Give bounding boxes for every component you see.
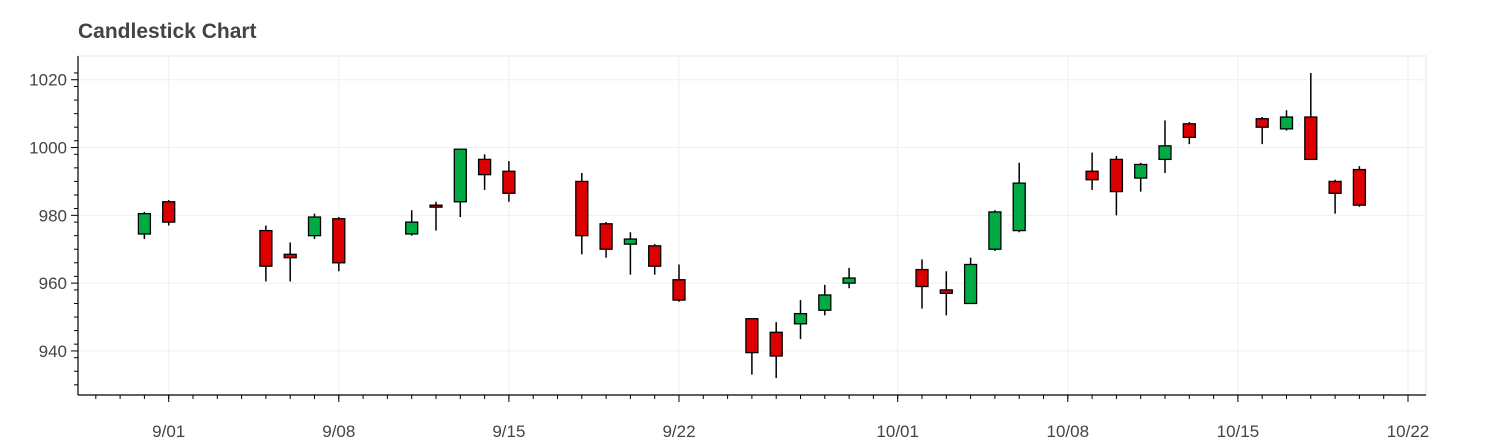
- candle: [1109, 156, 1124, 216]
- candle-body-decreasing: [1255, 118, 1269, 128]
- candle-body-increasing: [405, 221, 419, 235]
- candle-body-increasing: [1012, 182, 1026, 232]
- candle: [745, 318, 759, 375]
- candle-body-decreasing: [648, 245, 662, 267]
- candle-body-decreasing: [769, 331, 783, 357]
- candle: [648, 244, 662, 275]
- candle: [332, 217, 346, 272]
- candle-body-decreasing: [1328, 180, 1342, 194]
- y-tick-label: 1000: [29, 139, 67, 158]
- candle: [818, 284, 832, 316]
- axes: 940 960 980 1000 1020 9/01 9/08 9/15 9/22 10/01 10…: [29, 56, 1429, 441]
- chart-title: Candlestick Chart: [78, 20, 257, 43]
- candle-body-increasing: [137, 212, 152, 235]
- candle-body-increasing: [1134, 163, 1148, 179]
- candle-body-decreasing: [915, 268, 929, 288]
- candle: [1158, 120, 1172, 173]
- candle: [963, 257, 978, 305]
- candle-body-decreasing: [672, 279, 686, 301]
- candle: [405, 210, 419, 236]
- candle: [1012, 162, 1026, 233]
- candle: [307, 213, 322, 240]
- y-tick-label: 1020: [29, 71, 67, 90]
- candle: [1182, 122, 1196, 145]
- candle-body-increasing: [1279, 116, 1294, 130]
- candle: [477, 154, 492, 190]
- candle-body-increasing: [793, 312, 808, 325]
- candle-body-decreasing: [1182, 123, 1196, 139]
- candle-body-decreasing: [575, 180, 589, 237]
- candle-body-decreasing: [429, 204, 443, 208]
- x-tick-label: 9/15: [492, 422, 525, 441]
- candle: [137, 211, 152, 240]
- candle-body-decreasing: [162, 201, 176, 223]
- candle-body-increasing: [963, 263, 978, 305]
- candle: [842, 267, 856, 289]
- y-tick-label: 960: [39, 274, 67, 293]
- candle: [1085, 152, 1099, 190]
- candle: [623, 232, 638, 275]
- candle: [162, 200, 176, 226]
- candle: [1304, 72, 1318, 161]
- candle: [1328, 179, 1342, 214]
- x-tick-label: 10/01: [876, 422, 919, 441]
- x-tick-label: 9/22: [662, 422, 695, 441]
- candle: [1352, 166, 1367, 207]
- candle-body-increasing: [623, 238, 638, 245]
- candle: [672, 264, 686, 302]
- candle-body-increasing: [453, 148, 467, 203]
- candle-body-increasing: [1158, 145, 1172, 161]
- candle-body-decreasing: [1085, 170, 1099, 181]
- candle-body-decreasing: [477, 158, 492, 176]
- candle-body-decreasing: [283, 253, 297, 259]
- x-tick-label: 9/01: [152, 422, 185, 441]
- candle: [1279, 110, 1294, 131]
- candle: [988, 210, 1002, 251]
- x-tick-label: 10/22: [1387, 422, 1430, 441]
- candle: [283, 242, 297, 282]
- candle: [915, 259, 929, 309]
- candle: [793, 300, 808, 340]
- candle: [575, 172, 589, 255]
- candle: [429, 201, 443, 231]
- y-tick-label: 980: [39, 206, 67, 225]
- candle-body-decreasing: [1109, 158, 1124, 193]
- candle-body-decreasing: [939, 289, 953, 294]
- candle: [939, 271, 953, 316]
- candle-body-increasing: [818, 294, 832, 311]
- candle: [259, 225, 273, 282]
- candle: [1255, 117, 1269, 145]
- candle: [599, 222, 613, 258]
- candle: [1134, 162, 1148, 192]
- candle-body-decreasing: [502, 170, 516, 194]
- candle-body-increasing: [842, 277, 856, 284]
- candle-body-increasing: [988, 211, 1002, 250]
- candle: [453, 148, 467, 218]
- candle-body-decreasing: [599, 223, 613, 250]
- x-tick-label: 10/15: [1217, 422, 1260, 441]
- candle-body-decreasing: [745, 318, 759, 354]
- candle-body-decreasing: [1352, 168, 1367, 206]
- candles: [137, 72, 1367, 379]
- candle: [769, 322, 783, 379]
- candle-body-decreasing: [259, 229, 273, 267]
- y-tick-label: 940: [39, 342, 67, 361]
- candle-body-decreasing: [1304, 116, 1318, 161]
- x-tick-label: 9/08: [322, 422, 355, 441]
- x-tick-label: 10/08: [1047, 422, 1090, 441]
- candle-body-increasing: [307, 216, 322, 237]
- candle-body-decreasing: [332, 218, 346, 264]
- candle: [502, 161, 516, 202]
- grid-lines: [78, 56, 1426, 395]
